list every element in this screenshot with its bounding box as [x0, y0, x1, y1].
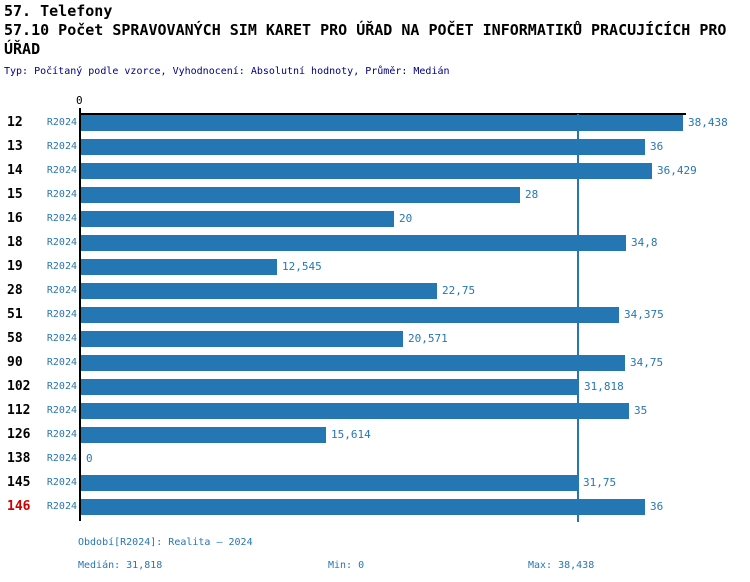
row-period-label: R2024: [46, 381, 77, 392]
bar: [81, 427, 326, 443]
bar-value-label: 34,8: [631, 236, 658, 249]
row-period-label: R2024: [46, 477, 77, 488]
bar: [81, 331, 403, 347]
axis-zero-tick-label: 0: [76, 94, 83, 107]
bar-value-label: 36,429: [657, 164, 697, 177]
bar: [81, 163, 652, 179]
row-period-label: R2024: [46, 141, 77, 152]
bar-value-label: 34,375: [624, 308, 664, 321]
row-period-label: R2024: [46, 357, 77, 368]
row-number-label: 12: [7, 115, 23, 130]
row-period-label: R2024: [46, 189, 77, 200]
row-number-label: 19: [7, 259, 23, 274]
bar: [81, 403, 629, 419]
row-period-label: R2024: [46, 405, 77, 416]
row-number-label: 58: [7, 331, 23, 346]
bar-value-label: 12,545: [282, 260, 322, 273]
bar: [81, 187, 520, 203]
bar-value-label: 28: [525, 188, 539, 201]
axis-left-line: [79, 108, 81, 521]
indicator-meta-line: Typ: Počítaný podle vzorce, Vyhodnocení:…: [4, 66, 450, 77]
section-title: 57. Telefony: [4, 2, 113, 20]
bar-value-label: 0: [86, 452, 93, 465]
footer-min-label: Min: 0: [328, 560, 365, 571]
bar-value-label: 31,818: [584, 380, 624, 393]
bar-value-label: 15,614: [331, 428, 371, 441]
bar-value-label: 36: [650, 500, 664, 513]
bar: [81, 355, 625, 371]
row-number-label: 112: [7, 403, 31, 418]
bar: [81, 283, 437, 299]
bar-value-label: 31,75: [583, 476, 617, 489]
bar: [81, 115, 683, 131]
bar: [81, 235, 626, 251]
bar-value-label: 20,571: [408, 332, 448, 345]
row-period-label: R2024: [46, 453, 77, 464]
axis-top-line: [80, 113, 686, 115]
row-period-label: R2024: [46, 429, 77, 440]
row-period-label: R2024: [46, 117, 77, 128]
row-period-label: R2024: [46, 501, 77, 512]
row-number-label: 16: [7, 211, 23, 226]
row-number-label: 18: [7, 235, 23, 250]
bar: [81, 499, 645, 515]
row-number-label: 28: [7, 283, 23, 298]
footer-period-line: Období[R2024]: Realita – 2024: [78, 537, 253, 548]
bar: [81, 259, 277, 275]
bar: [81, 211, 394, 227]
bar-value-label: 34,75: [630, 356, 664, 369]
row-period-label: R2024: [46, 333, 77, 344]
footer-median-label: Medián: 31,818: [78, 560, 163, 571]
bar-value-label: 35: [634, 404, 648, 417]
bar-value-label: 36: [650, 140, 664, 153]
row-number-label: 138: [7, 451, 31, 466]
row-number-label: 15: [7, 187, 23, 202]
bar: [81, 307, 619, 323]
row-period-label: R2024: [46, 261, 77, 272]
row-period-label: R2024: [46, 285, 77, 296]
row-period-label: R2024: [46, 237, 77, 248]
row-period-label: R2024: [46, 165, 77, 176]
bar: [81, 475, 578, 491]
row-period-label: R2024: [46, 309, 77, 320]
footer-max-label: Max: 38,438: [528, 560, 595, 571]
bar: [81, 379, 579, 395]
bar: [81, 139, 645, 155]
row-number-label: 145: [7, 475, 31, 490]
row-number-label: 90: [7, 355, 23, 370]
row-number-label: 146: [7, 499, 31, 514]
indicator-title: 57.10 Počet SPRAVOVANÝCH SIM KARET PRO Ú…: [4, 21, 727, 58]
row-number-label: 102: [7, 379, 31, 394]
bar-value-label: 22,75: [442, 284, 476, 297]
row-number-label: 51: [7, 307, 23, 322]
row-number-label: 13: [7, 139, 23, 154]
bar-value-label: 38,438: [688, 116, 728, 129]
row-number-label: 126: [7, 427, 31, 442]
row-number-label: 14: [7, 163, 23, 178]
bar-value-label: 20: [399, 212, 413, 225]
row-period-label: R2024: [46, 213, 77, 224]
